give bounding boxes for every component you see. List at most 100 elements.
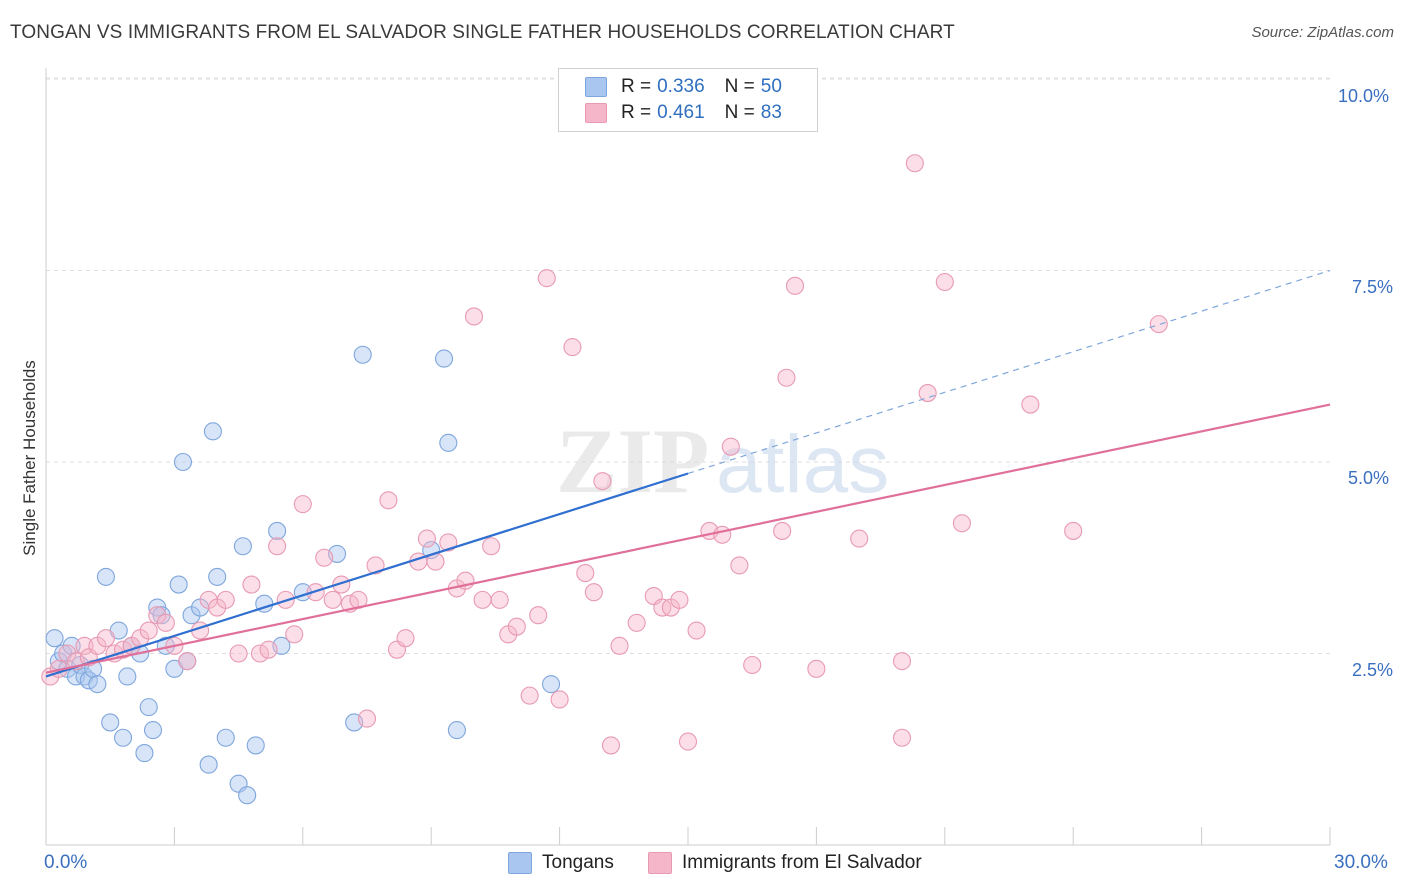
point-tongans [541, 675, 561, 694]
point-tongans [96, 567, 115, 586]
point-el-salvador [250, 644, 270, 663]
point-el-salvador [918, 384, 937, 403]
point-el-salvador [285, 625, 304, 644]
point-el-salvador [601, 736, 621, 755]
bottom-legend-swatch-tongans [508, 852, 532, 874]
legend-n-value: 50 [760, 76, 782, 97]
legend-item-tongans: R = 0.336 N = 50 [585, 75, 782, 99]
point-el-salvador [593, 472, 612, 491]
point-el-salvador [242, 575, 261, 594]
point-el-salvador [507, 617, 526, 636]
point-el-salvador [268, 537, 287, 556]
point-el-salvador [139, 621, 158, 640]
point-el-salvador [1149, 315, 1168, 334]
point-el-salvador [482, 537, 501, 556]
point-tongans [439, 433, 458, 452]
point-el-salvador [490, 590, 509, 609]
source-label: Source: ZipAtlas.com [1251, 24, 1394, 41]
point-tongans [88, 675, 107, 694]
point-el-salvador [773, 521, 792, 540]
point-tongans [233, 537, 252, 556]
point-el-salvador [396, 629, 415, 648]
bottom-legend-label: Tongans [542, 852, 614, 873]
y-tick-label: 2.5% [1352, 660, 1394, 680]
point-el-salvador [357, 709, 377, 728]
point-el-salvador [850, 529, 869, 548]
point-el-salvador [563, 338, 582, 357]
point-el-salvador [777, 368, 796, 387]
point-el-salvador [627, 613, 646, 632]
x-axis-min-label: 0.0% [44, 852, 88, 873]
point-el-salvador [584, 583, 603, 602]
y-tick-label: 7.5% [1352, 277, 1394, 297]
point-tongans [173, 452, 193, 472]
point-tongans [143, 721, 163, 740]
point-el-salvador [537, 269, 556, 288]
point-el-salvador [96, 629, 115, 648]
point-el-salvador [610, 636, 629, 655]
point-el-salvador [892, 728, 912, 747]
point-tongans [135, 744, 154, 763]
point-tongans [118, 667, 137, 686]
point-el-salvador [332, 575, 351, 594]
point-el-salvador [439, 533, 458, 552]
point-el-salvador [935, 272, 954, 292]
point-el-salvador [1021, 395, 1040, 414]
point-el-salvador [178, 652, 197, 671]
y-tick-label: 5.0% [1348, 468, 1390, 488]
point-tongans [45, 629, 64, 648]
y-tick-label: 10.0% [1338, 86, 1390, 106]
legend-n-label: N = [724, 102, 755, 123]
point-el-salvador [785, 276, 805, 295]
bottom-legend-tongans: Tongans [508, 852, 614, 874]
legend-swatch-tongans [585, 77, 607, 97]
point-tongans [246, 736, 265, 755]
point-tongans [208, 567, 227, 586]
point-el-salvador [366, 556, 385, 575]
point-tongans [203, 422, 222, 441]
point-el-salvador [743, 655, 762, 675]
x-axis-max-label: 30.0% [1334, 852, 1388, 873]
watermark-zip: ZIP [556, 410, 709, 512]
legend-r-label: R = [621, 102, 652, 123]
point-el-salvador [520, 686, 539, 705]
trend-line-tongans [45, 472, 689, 678]
legend-n-value: 83 [760, 102, 782, 123]
point-el-salvador [807, 659, 826, 678]
point-el-salvador [576, 564, 595, 583]
legend-r-value: 0.336 [657, 76, 705, 97]
point-el-salvador [905, 154, 924, 173]
point-el-salvador [730, 556, 749, 575]
watermark-atlas: atlas [716, 419, 889, 510]
point-el-salvador [259, 640, 278, 659]
point-tongans [79, 671, 98, 690]
bottom-legend-swatch-el-salvador [648, 852, 672, 874]
point-el-salvador [315, 548, 334, 567]
point-tongans [238, 786, 257, 805]
point-el-salvador [417, 529, 436, 548]
point-tongans [199, 755, 218, 774]
point-el-salvador [473, 590, 492, 609]
point-el-salvador [379, 491, 398, 510]
point-tongans [169, 575, 188, 594]
point-tongans [434, 349, 454, 368]
chart-title: TONGAN VS IMMIGRANTS FROM EL SALVADOR SI… [10, 22, 955, 43]
point-el-salvador [678, 732, 698, 751]
point-tongans [268, 521, 287, 540]
point-el-salvador [670, 590, 689, 609]
point-el-salvador [721, 437, 740, 456]
bottom-legend-label: Immigrants from El Salvador [682, 852, 922, 873]
point-tongans [113, 728, 133, 747]
point-tongans [101, 713, 120, 732]
bottom-legend-el-salvador: Immigrants from El Salvador [648, 852, 922, 874]
legend: R = 0.336 N = 50 R = 0.461 N = 83 [558, 68, 818, 132]
point-el-salvador [1064, 521, 1083, 540]
point-el-salvador [687, 621, 706, 640]
point-el-salvador [229, 644, 248, 663]
point-el-salvador [293, 495, 312, 514]
legend-r-value: 0.461 [657, 102, 705, 123]
point-el-salvador [713, 525, 732, 544]
point-el-salvador [952, 514, 971, 533]
point-tongans [139, 698, 158, 717]
